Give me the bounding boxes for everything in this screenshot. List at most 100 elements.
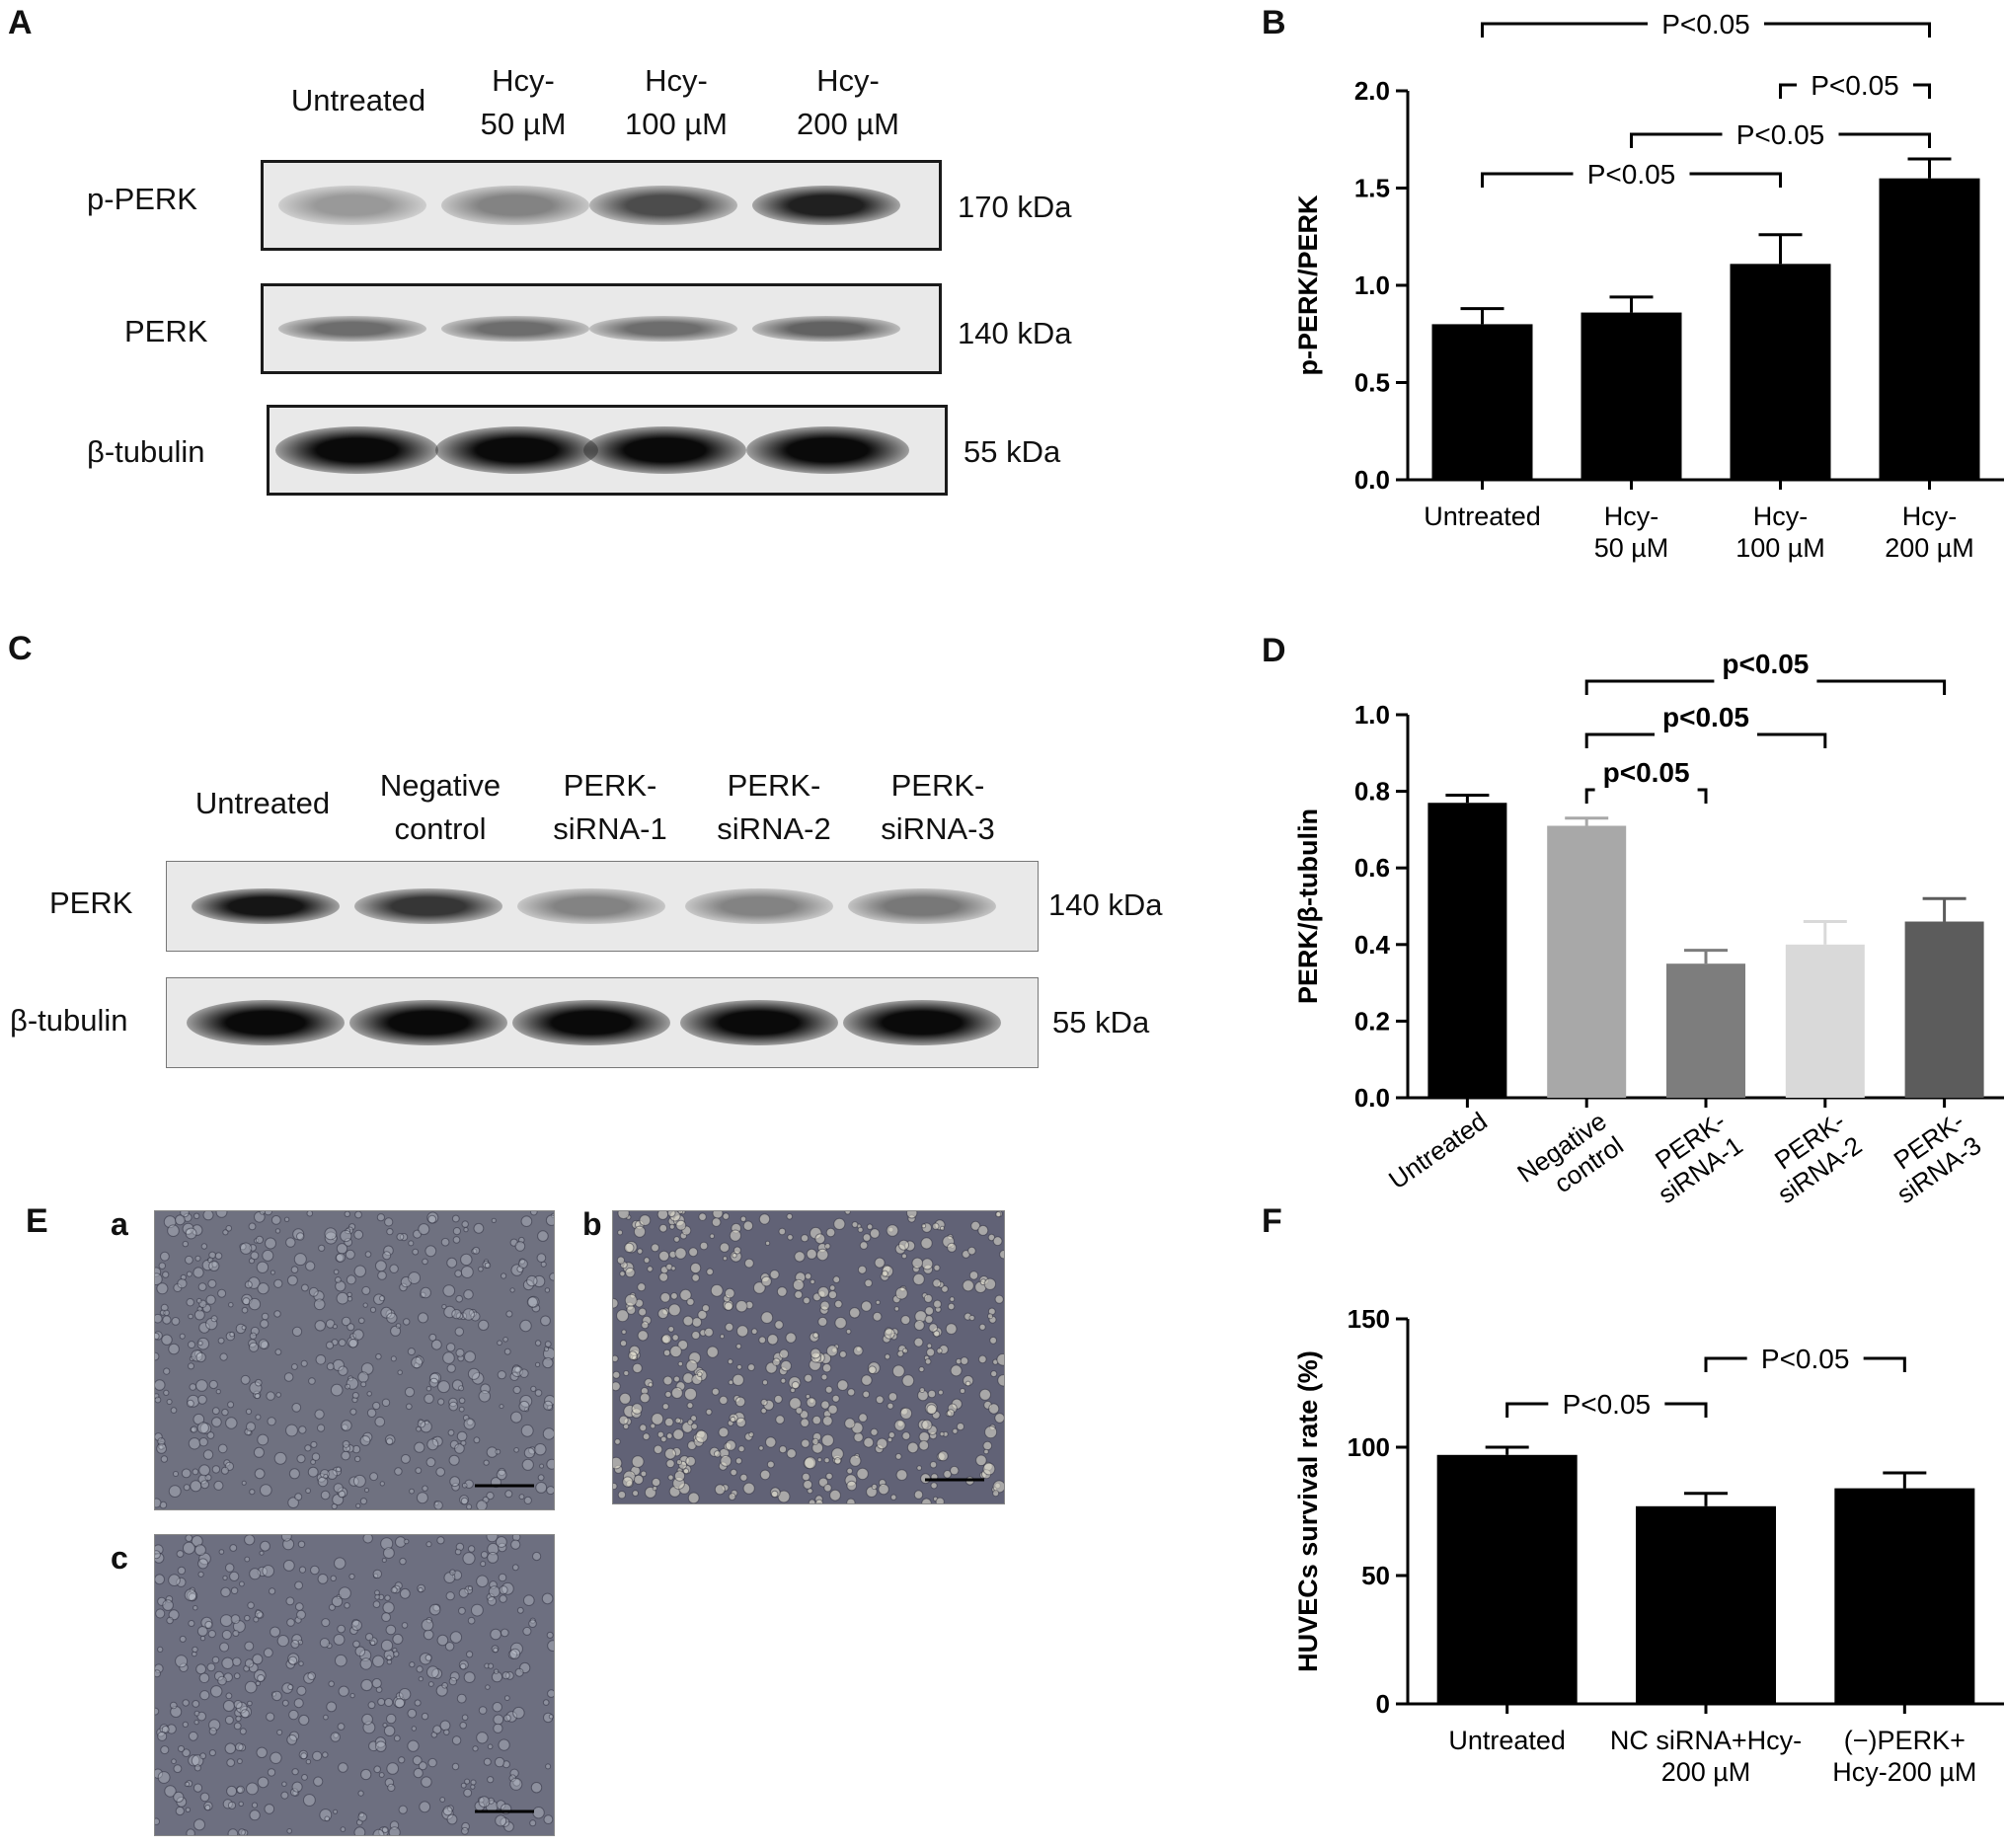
cell: [824, 1243, 831, 1250]
cell: [459, 1662, 467, 1670]
cell: [421, 1712, 429, 1721]
cell: [182, 1240, 189, 1248]
cell: [283, 1372, 294, 1382]
cell: [881, 1270, 888, 1277]
cell: [398, 1756, 406, 1764]
cell: [232, 1656, 242, 1667]
cell: [737, 1445, 745, 1453]
cell: [534, 1389, 543, 1397]
cell: [463, 1289, 474, 1300]
cell: [832, 1275, 841, 1283]
cell: [497, 1370, 506, 1380]
cell: [863, 1436, 875, 1448]
cell: [920, 1237, 933, 1250]
cell: [219, 1642, 230, 1653]
cell: [792, 1278, 805, 1291]
cell: [424, 1245, 437, 1258]
x-tick-label: Hcy-: [1753, 501, 1809, 531]
cell: [362, 1302, 368, 1308]
cell: [987, 1313, 993, 1320]
cell: [411, 1726, 417, 1732]
cell: [349, 1693, 355, 1699]
cell: [667, 1303, 681, 1317]
cell: [454, 1327, 464, 1337]
micrograph-texture: [613, 1211, 1004, 1503]
cell: [833, 1457, 842, 1465]
cell: [293, 1253, 307, 1267]
cell: [171, 1758, 177, 1764]
cell: [294, 1493, 303, 1502]
cell: [341, 1316, 351, 1327]
cell: [673, 1375, 680, 1383]
kda-label-140-c: 140 kDa: [1048, 887, 1163, 922]
cell: [296, 1609, 306, 1620]
cell: [418, 1676, 424, 1682]
cell: [226, 1758, 235, 1767]
lane-label-perk-sirna-3: PERK-siRNA-3: [881, 768, 995, 846]
cell: [884, 1328, 895, 1340]
cell: [779, 1348, 790, 1359]
cell: [155, 1272, 163, 1285]
cell: [207, 1278, 217, 1288]
x-tick-label: Untreated: [1448, 1726, 1566, 1755]
significance-label-bg: [1797, 69, 1913, 101]
cell: [896, 1349, 904, 1357]
cell: [183, 1541, 195, 1555]
cell: [424, 1393, 434, 1405]
cell: [155, 1351, 160, 1361]
cell: [182, 1699, 190, 1707]
cell: [397, 1369, 403, 1375]
cell: [248, 1297, 262, 1311]
cell: [448, 1454, 460, 1466]
cell: [382, 1251, 392, 1261]
cell: [162, 1599, 174, 1611]
cell: [449, 1671, 460, 1682]
cell: [381, 1398, 391, 1408]
cell: [814, 1233, 826, 1245]
cell: [619, 1392, 632, 1405]
cell: [487, 1542, 500, 1556]
cell: [161, 1334, 173, 1346]
cell: [244, 1614, 251, 1622]
cell: [851, 1221, 859, 1228]
cell: [393, 1651, 400, 1657]
cell: [156, 1282, 169, 1295]
cell: [486, 1446, 499, 1458]
cell: [960, 1356, 969, 1365]
cell: [171, 1317, 181, 1326]
cell: [443, 1729, 450, 1735]
cell: [413, 1768, 424, 1779]
cell: [730, 1416, 736, 1423]
cell: [473, 1436, 481, 1444]
cell: [621, 1329, 627, 1335]
cell: [291, 1363, 298, 1370]
cell: [639, 1424, 648, 1432]
cell: [519, 1319, 532, 1333]
cell: [929, 1461, 938, 1469]
cell: [861, 1300, 873, 1312]
cell: [619, 1340, 628, 1348]
lane-label-negative-control: Negative control: [379, 768, 501, 846]
cell: [786, 1448, 797, 1459]
cell: [808, 1499, 816, 1503]
cell: [298, 1660, 304, 1666]
cell: [769, 1270, 780, 1280]
cell: [401, 1454, 411, 1464]
cell: [238, 1801, 244, 1807]
cell: [493, 1714, 504, 1726]
cell: [383, 1725, 396, 1737]
cell: [518, 1494, 525, 1501]
cell: [624, 1242, 635, 1254]
cell: [291, 1768, 299, 1776]
cell: [488, 1585, 501, 1598]
cell: [519, 1368, 529, 1378]
x-tick-label: PERK-siRNA-2: [1755, 1106, 1868, 1209]
cell: [281, 1699, 289, 1707]
cell: [487, 1776, 495, 1784]
cell: [345, 1383, 351, 1390]
cell: [499, 1404, 504, 1410]
y-axis-title: p-PERK/PERK: [1293, 194, 1323, 376]
cell: [340, 1826, 347, 1832]
x-tick-label: PERK-siRNA-3: [1875, 1106, 1987, 1209]
cell: [335, 1654, 347, 1667]
